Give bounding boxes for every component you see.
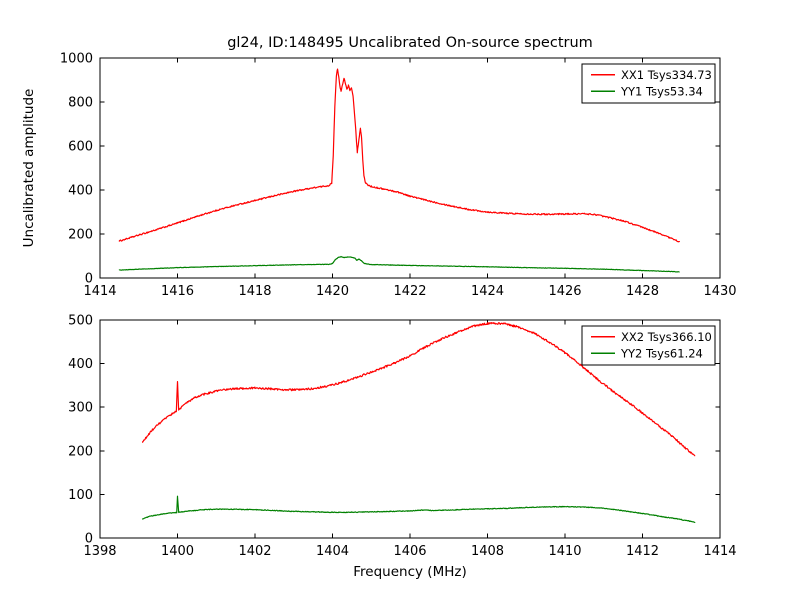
legend-entry-label: YY1 Tsys53.34 <box>620 84 703 98</box>
x-tick-label: 1414 <box>83 284 116 299</box>
x-tick-label: 1428 <box>626 284 659 299</box>
legend: XX1 Tsys334.73 YY1 Tsys53.34 <box>581 63 716 104</box>
y-tick-label: 800 <box>68 96 93 111</box>
y-tick-label: 500 <box>68 314 93 329</box>
legend-entry-label: XX2 Tsys366.10 <box>621 330 712 344</box>
x-tick-label: 1408 <box>471 544 504 559</box>
x-tick-label: 1414 <box>703 544 736 559</box>
x-tick-label: 1402 <box>238 544 271 559</box>
y-tick-label: 200 <box>68 444 93 459</box>
legend-box <box>581 63 716 104</box>
y-tick-label: 300 <box>68 401 93 416</box>
legend: XX2 Tsys366.10 YY2 Tsys61.24 <box>581 325 716 366</box>
y-tick-label: 400 <box>68 184 93 199</box>
y-tick-label: 100 <box>68 488 93 503</box>
x-tick-label: 1412 <box>626 544 659 559</box>
y-tick-label: 600 <box>68 140 93 155</box>
subplots-group: 1414 1416 1418 1420 1422 1424 1426 1428 1430 0 200… <box>60 52 737 560</box>
subplot-top: 1414 1416 1418 1420 1422 1424 1426 1428 1430 0 200… <box>60 52 737 300</box>
x-tick-label: 1418 <box>238 284 271 299</box>
x-tick-label: 1416 <box>161 284 194 299</box>
series-line-xx1 <box>118 68 680 243</box>
y-tick-label: 0 <box>85 272 93 287</box>
y-tick-label: 0 <box>85 532 93 547</box>
legend-box <box>581 325 716 366</box>
y-tick-label: 400 <box>68 357 93 372</box>
figure-title: gl24, ID:148495 Uncalibrated On-source s… <box>227 35 593 51</box>
legend-entry-label: XX1 Tsys334.73 <box>621 68 712 82</box>
series-line-yy1 <box>118 255 680 273</box>
series-line-yy2 <box>142 495 696 523</box>
series-line-xx2 <box>142 321 696 457</box>
x-tick-label: 1426 <box>548 284 581 299</box>
x-tick-label: 1400 <box>161 544 194 559</box>
legend-entry-label: YY2 Tsys61.24 <box>620 346 703 360</box>
x-tick-label: 1410 <box>548 544 581 559</box>
x-tick-label: 1424 <box>471 284 504 299</box>
x-axis-label: Frequency (MHz) <box>353 564 466 580</box>
y-tick-label: 200 <box>68 228 93 243</box>
x-tick-label: 1430 <box>703 284 736 299</box>
x-tick-label: 1404 <box>316 544 349 559</box>
x-tick-label: 1422 <box>393 284 426 299</box>
x-tick-label: 1398 <box>83 544 116 559</box>
y-axis-label: Uncalibrated amplitude <box>21 89 37 248</box>
x-tick-label: 1406 <box>393 544 426 559</box>
x-tick-label: 1420 <box>316 284 349 299</box>
subplot-bottom: 1398 1400 1402 1404 1406 1408 1410 1412 1414 0 100… <box>68 314 736 560</box>
y-tick-label: 1000 <box>60 52 93 67</box>
